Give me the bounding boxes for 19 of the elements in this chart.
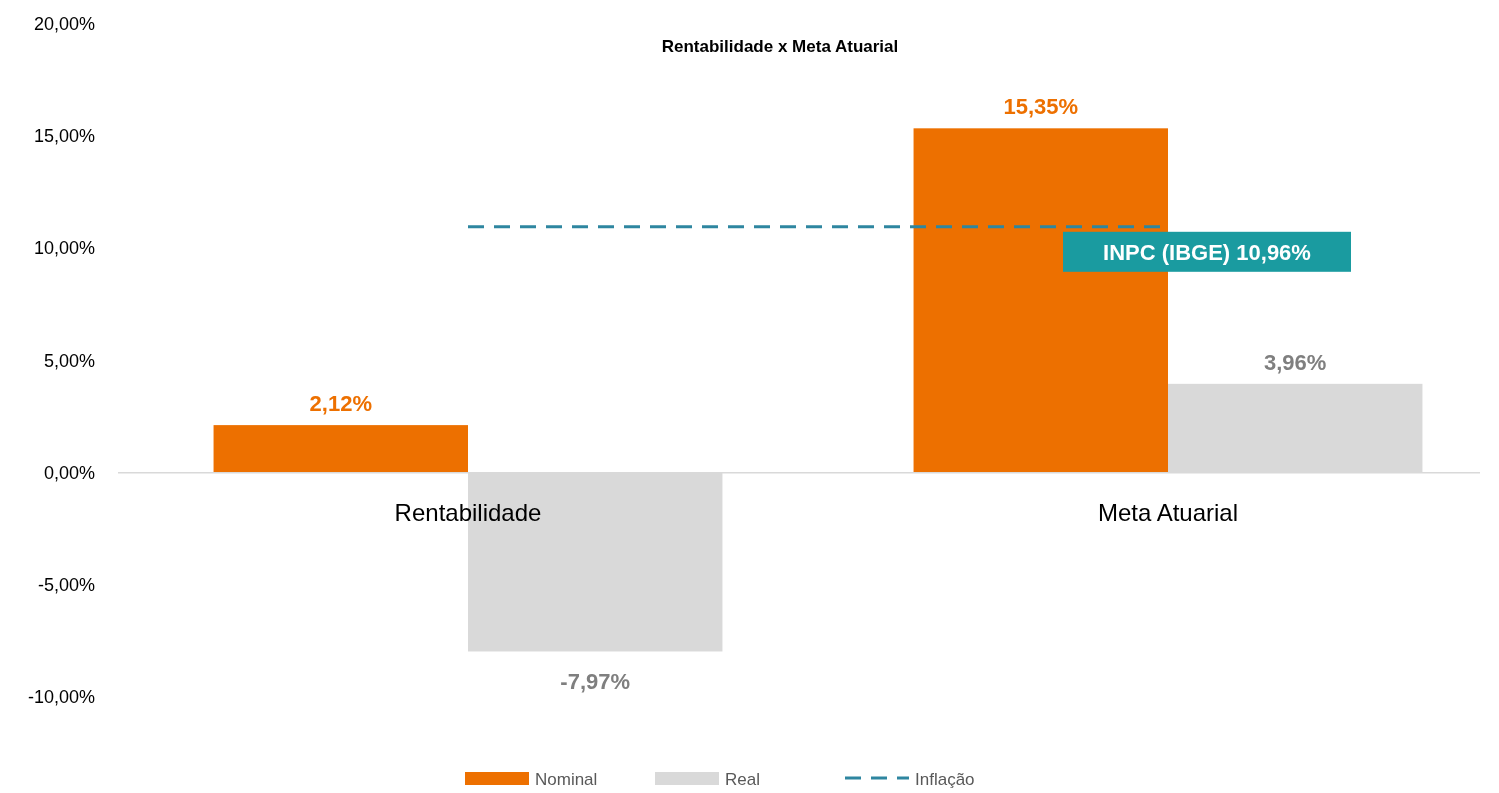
data-label: -7,97% [560,669,631,695]
y-tick-label: 10,00% [33,238,95,259]
legend-label: Inflação [915,770,975,789]
data-label: 2,12% [309,391,372,417]
text: Rentabilidade x Meta Atuarial [661,37,899,56]
y-tick-label: 15,00% [33,126,95,147]
y-tick-label: 0,00% [43,462,95,483]
data-label: 3,96% [1264,349,1327,375]
annotation: INPC (IBGE) 10,96% [1103,239,1311,265]
bar [213,425,468,473]
y-tick-label: -5,00% [37,574,95,595]
legend-label: Real [725,770,760,789]
y-tick-label: 20,00% [33,14,95,34]
x-tick-label: Rentabilidade [394,498,542,526]
data-label: 15,35% [1003,94,1079,120]
y-tick-label: -10,00% [27,687,95,707]
y-tick-label: 5,00% [43,350,95,371]
x-tick-label: Meta Atuarial [1097,498,1239,526]
legend-label: Nominal [535,770,598,789]
